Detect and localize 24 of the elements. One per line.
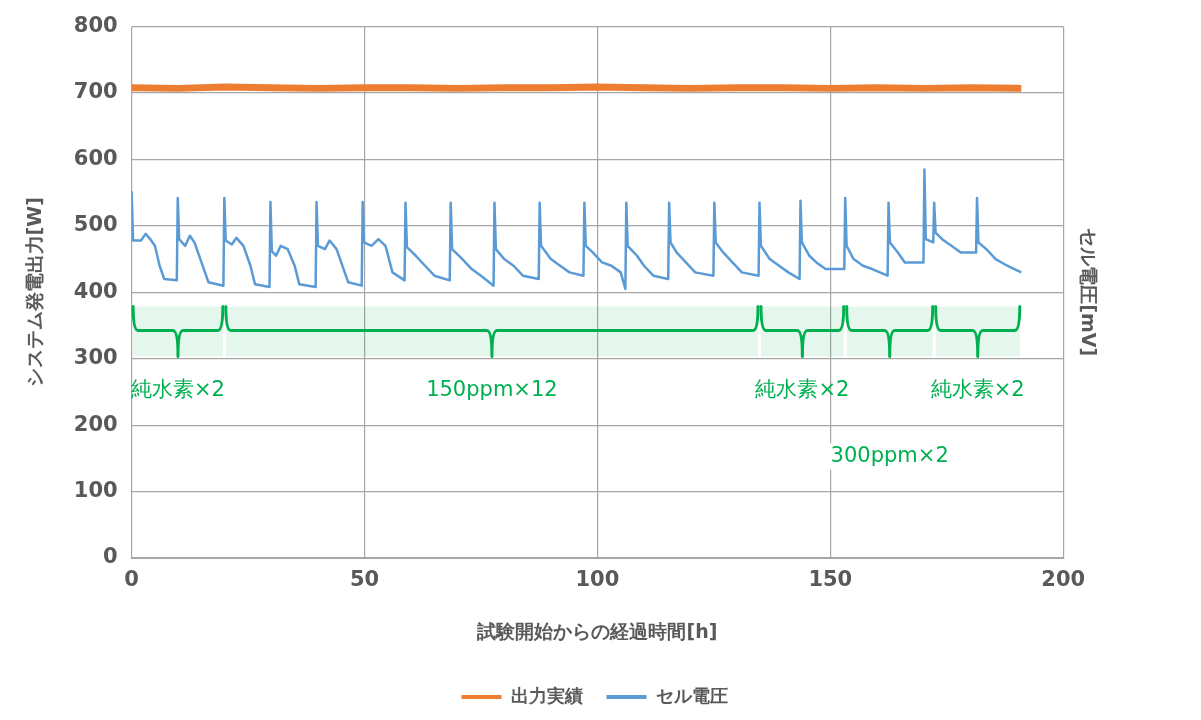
y-tick-label: 100 (73, 478, 118, 503)
y-tick-label: 300 (73, 345, 118, 370)
x-tick-label: 100 (575, 567, 620, 592)
y-tick-label: 500 (73, 212, 118, 237)
band-label: 150ppm×12 (426, 377, 558, 402)
x-axis-title: 試験開始からの経過時間[h] (476, 619, 718, 642)
y-tick-label: 200 (73, 411, 118, 436)
band-label: 純水素×2 (930, 377, 1025, 402)
band-label: 純水素×2 (131, 377, 225, 402)
band-label: 300ppm×2 (830, 443, 949, 468)
x-tick-label: 0 (124, 567, 139, 592)
x-tick-label: 200 (1041, 567, 1086, 592)
legend-label: 出力実績 (510, 684, 583, 706)
y-tick-label: 800 (73, 13, 118, 38)
y2-axis-title: セル電圧[mV] (1077, 228, 1100, 357)
x-tick-label: 150 (808, 567, 853, 592)
x-tick-label: 50 (349, 567, 380, 592)
legend-label: セル電圧 (655, 684, 728, 706)
y-tick-label: 700 (73, 79, 118, 104)
y-tick-label: 400 (73, 278, 118, 303)
y-tick-label: 0 (103, 544, 118, 569)
band-label: 純水素×2 (755, 377, 850, 402)
y-axis-title: システム発電出力[W] (23, 197, 46, 388)
y-tick-label: 600 (73, 145, 118, 170)
